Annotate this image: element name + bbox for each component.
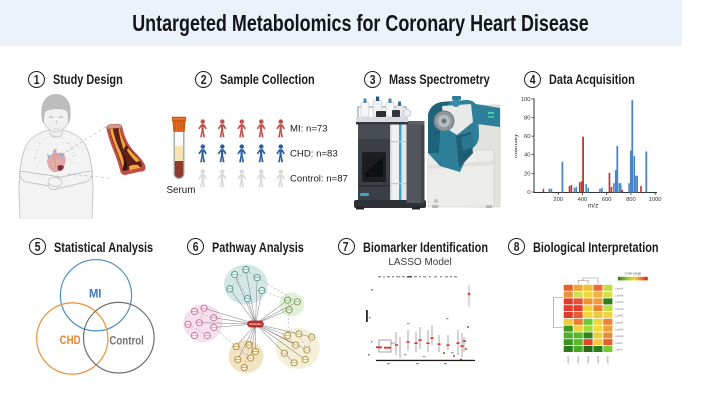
- svg-text:CHD: CHD: [60, 333, 81, 347]
- svg-text:LabelH: LabelH: [615, 334, 624, 338]
- svg-text:80: 80: [524, 115, 530, 121]
- svg-text:Control: n=87: Control: n=87: [290, 174, 348, 185]
- svg-text:MI: n=73: MI: n=73: [290, 124, 328, 135]
- svg-text:Label3: Label3: [586, 356, 590, 365]
- svg-text:LabelF: LabelF: [615, 321, 624, 325]
- svg-text:Label2: Label2: [576, 356, 580, 365]
- svg-text:LabelB: LabelB: [615, 293, 624, 297]
- svg-text:Label1: Label1: [566, 356, 570, 365]
- svg-text:Color range: Color range: [625, 272, 642, 276]
- svg-text:LabelE: LabelE: [615, 314, 624, 318]
- svg-text:400: 400: [578, 197, 588, 203]
- svg-text:LabelA: LabelA: [615, 287, 624, 291]
- svg-text:60: 60: [524, 134, 530, 140]
- svg-text:40: 40: [524, 153, 530, 159]
- svg-text:Intensity: Intensity: [515, 133, 519, 158]
- svg-text:100: 100: [521, 97, 531, 103]
- svg-text:LabelI: LabelI: [615, 341, 623, 345]
- svg-text:Label5: Label5: [606, 356, 610, 365]
- svg-text:Control: Control: [109, 334, 144, 348]
- svg-text:m/z: m/z: [588, 203, 598, 210]
- svg-text:LabelD: LabelD: [615, 307, 624, 311]
- svg-text:Label4: Label4: [596, 356, 600, 365]
- svg-text:0: 0: [527, 190, 530, 196]
- svg-text:MI: MI: [89, 287, 102, 301]
- svg-text:LabelC: LabelC: [615, 300, 624, 304]
- svg-text:LabelG: LabelG: [615, 327, 624, 331]
- svg-text:20: 20: [524, 171, 530, 177]
- svg-text:Serum: Serum: [167, 185, 196, 196]
- svg-text:Metabolites: Metabolites: [250, 322, 263, 326]
- svg-text:800: 800: [626, 197, 636, 203]
- svg-text:LabelJ: LabelJ: [615, 348, 624, 352]
- svg-text:1000: 1000: [649, 197, 662, 203]
- svg-text:600: 600: [602, 197, 612, 203]
- svg-text:200: 200: [553, 197, 563, 203]
- svg-text:CHD: n=83: CHD: n=83: [290, 149, 338, 160]
